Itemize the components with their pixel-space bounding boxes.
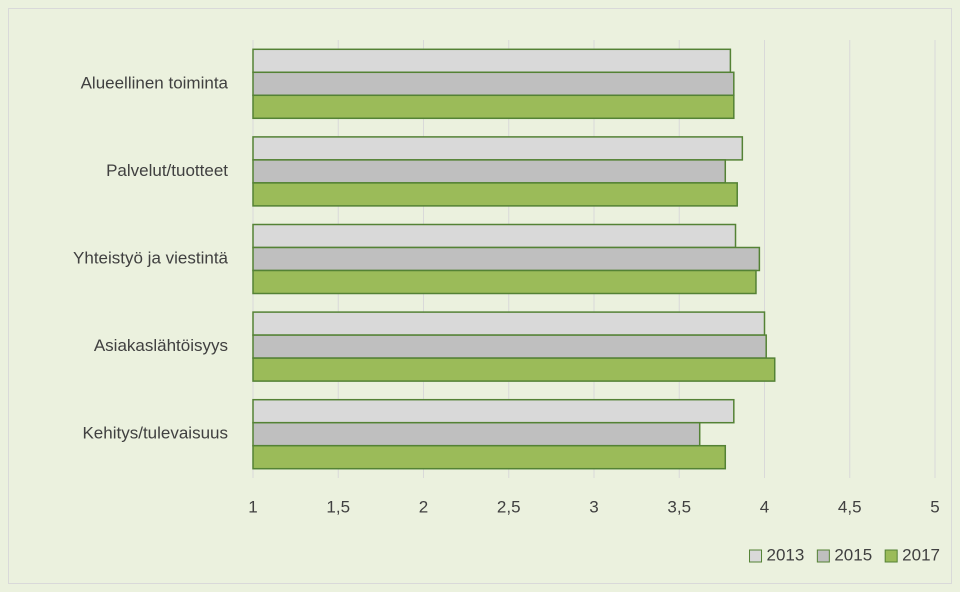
bar [252, 182, 738, 207]
bar [252, 334, 767, 359]
bar [252, 246, 761, 272]
chart-frame [8, 8, 952, 584]
legend-label: 2015 [834, 545, 872, 564]
x-tick-label: 1,5 [326, 497, 350, 516]
legend-swatch [884, 549, 898, 563]
x-tick-label: 2,5 [497, 497, 521, 516]
legend-swatch [816, 549, 830, 563]
x-tick-label: 4,5 [838, 497, 862, 516]
x-tick-label: 2 [419, 497, 428, 516]
bar [252, 223, 737, 249]
y-tick-label: Alueellinen toiminta [81, 73, 229, 92]
bar [252, 269, 757, 295]
bar [252, 398, 735, 424]
bar [252, 48, 732, 74]
y-tick-label: Asiakaslähtöisyys [94, 336, 228, 355]
x-tick-label: 5 [930, 497, 939, 516]
y-tick-label: Yhteistyö ja viestintä [73, 248, 229, 267]
legend-swatch [749, 549, 763, 563]
bar [252, 444, 727, 470]
bar [252, 159, 727, 184]
bar [252, 71, 735, 97]
x-tick-label: 4 [760, 497, 769, 516]
x-tick-label: 3 [589, 497, 598, 516]
x-tick-label: 1 [248, 497, 257, 516]
x-tick-label: 3,5 [667, 497, 691, 516]
y-tick-label: Palvelut/tuotteet [106, 161, 228, 180]
bar [252, 357, 776, 382]
legend-label: 2017 [902, 545, 940, 564]
bar [252, 94, 735, 120]
bar [252, 311, 766, 336]
bar [252, 136, 744, 161]
y-tick-label: Kehitys/tulevaisuus [82, 424, 228, 443]
legend-label: 2013 [767, 545, 805, 564]
bar [252, 421, 701, 447]
